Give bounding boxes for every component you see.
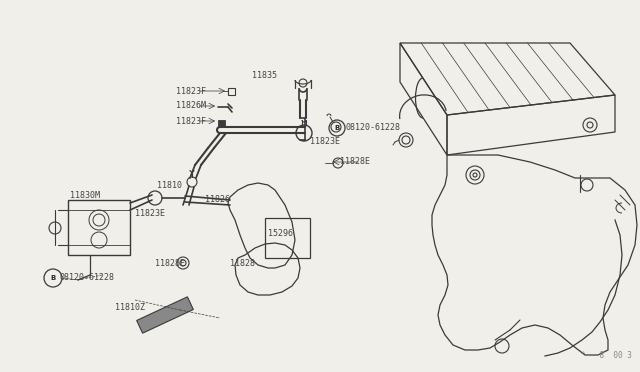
Polygon shape [218,120,225,127]
Text: 11826: 11826 [205,196,230,205]
Text: 11828E: 11828E [155,260,185,269]
Text: 11810Z: 11810Z [115,302,145,311]
Text: ^ · 8  00 3: ^ · 8 00 3 [581,351,632,360]
Text: 08120-61228: 08120-61228 [60,273,115,282]
Text: 11835: 11835 [252,71,277,80]
Text: 15296: 15296 [268,228,293,237]
Text: 08120-61228: 08120-61228 [345,122,400,131]
Text: 11830M: 11830M [70,192,100,201]
Text: B: B [51,275,56,281]
Text: 11828: 11828 [230,260,255,269]
Text: 11823F: 11823F [176,87,206,96]
Text: 11823E: 11823E [310,138,340,147]
Polygon shape [137,297,193,333]
Text: 11810: 11810 [157,180,182,189]
Text: 11828E: 11828E [340,157,370,167]
Text: 11823F: 11823F [176,116,206,125]
Text: 11826M: 11826M [176,102,206,110]
Text: 11823E: 11823E [135,208,165,218]
Text: B: B [334,125,340,131]
